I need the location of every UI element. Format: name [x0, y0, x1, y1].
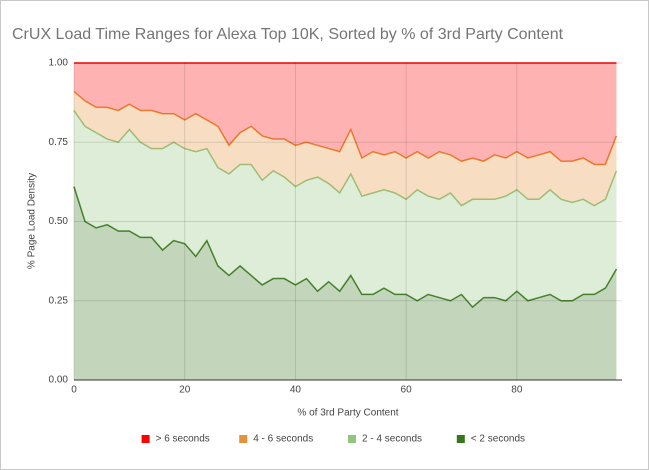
y-tick-label: 0.75	[49, 137, 69, 148]
legend-swatch	[348, 435, 356, 443]
y-tick-label: 0.00	[49, 375, 69, 386]
y-tick-label: 0.25	[49, 295, 69, 306]
x-tick-label: 60	[401, 385, 413, 396]
legend-swatch	[141, 435, 150, 443]
area-line	[73, 90, 618, 166]
legend-swatch	[239, 435, 248, 443]
area	[74, 110, 617, 308]
area-line	[73, 186, 618, 309]
legend-label: < 2 seconds	[471, 434, 525, 445]
x-tick-label: 20	[179, 385, 191, 396]
y-tick-label: 1.00	[49, 58, 69, 69]
chart-title: CrUX Load Time Ranges for Alexa Top 10K,…	[12, 26, 564, 43]
area	[74, 91, 617, 206]
x-tick-label: 0	[71, 385, 77, 396]
legend-label: > 6 seconds	[156, 434, 210, 445]
x-tick-label: 40	[290, 385, 302, 396]
x-axis-label: % of 3rd Party Content	[297, 408, 398, 419]
legend-label: 4 - 6 seconds	[253, 434, 313, 445]
legend-label: 2 - 4 seconds	[362, 434, 422, 445]
y-tick-label: 0.50	[49, 216, 69, 227]
area	[74, 63, 617, 165]
legend-swatch	[456, 435, 465, 443]
x-tick-label: 80	[511, 385, 523, 396]
y-axis-label: % Page Load Density	[27, 173, 38, 269]
area-line	[73, 110, 618, 207]
